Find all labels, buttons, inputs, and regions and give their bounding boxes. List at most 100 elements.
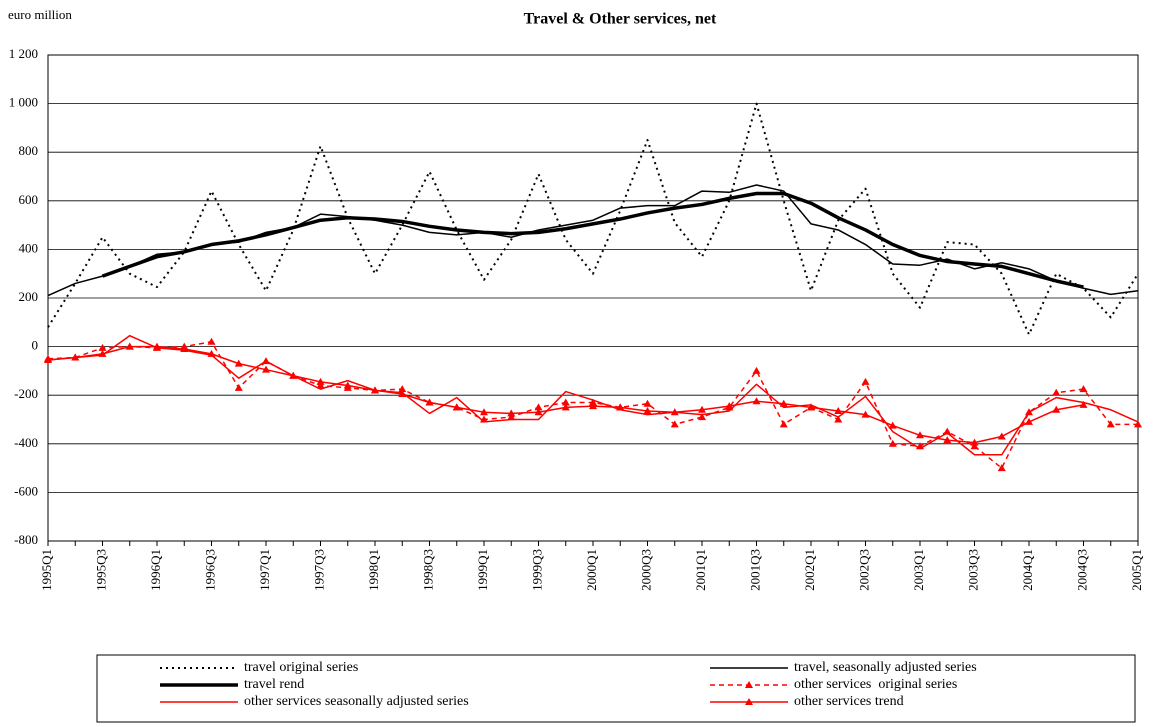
legend-label: travel rend [244, 677, 304, 692]
series-marker [207, 337, 216, 345]
y-tick-label: 0 [32, 338, 39, 353]
series-marker [534, 408, 543, 416]
series-marker [752, 366, 761, 374]
series-marker [180, 345, 189, 353]
series-marker [997, 432, 1006, 440]
series-marker [262, 365, 270, 373]
y-tick-label: -200 [14, 386, 38, 401]
series-marker [534, 403, 543, 411]
series-line [47, 334, 1139, 456]
legend-box [96, 654, 1136, 723]
series-marker [888, 439, 897, 447]
series-marker [234, 383, 243, 391]
legend-label: travel, seasonally adjusted series [794, 660, 977, 675]
series-marker [316, 381, 325, 389]
legend-label: other services original series [794, 677, 957, 692]
series-marker [1052, 388, 1061, 396]
series-marker [1106, 420, 1115, 428]
series-marker [1052, 405, 1061, 413]
series-marker [943, 436, 952, 444]
x-tick-label: 1998Q3 [420, 549, 435, 591]
y-tick-label: -400 [14, 435, 38, 450]
series-line [47, 102, 1139, 336]
series-marker [643, 406, 652, 414]
series-marker [834, 406, 843, 414]
series-marker [670, 408, 679, 416]
series-marker [343, 381, 352, 389]
y-tick-label: 1 000 [9, 95, 38, 110]
legend-marker [745, 681, 753, 688]
series-line [47, 184, 1139, 297]
legend-marker [745, 698, 753, 705]
legend-label: other services trend [794, 694, 904, 709]
series-marker [234, 359, 243, 367]
series-marker [207, 349, 216, 357]
chart-title: Travel & Other services, net [524, 11, 717, 28]
x-tick-label: 2000Q3 [638, 549, 653, 591]
x-tick-label: 2003Q1 [911, 549, 926, 591]
series-marker [616, 403, 625, 411]
y-tick-label: 400 [19, 240, 39, 255]
series-line [101, 191, 1084, 289]
x-tick-label: 2002Q3 [856, 549, 871, 591]
y-axis-label: euro million [8, 7, 72, 22]
series-marker [44, 355, 52, 363]
x-tick-label: 2003Q3 [965, 549, 980, 591]
x-tick-label: 2001Q1 [693, 549, 708, 591]
x-tick-label: 1995Q3 [93, 549, 108, 591]
series-marker [398, 385, 407, 393]
series-marker [425, 398, 434, 406]
y-tick-label: 1 200 [9, 46, 38, 61]
series-marker [507, 413, 516, 421]
series-marker [698, 413, 706, 421]
x-tick-label: 2001Q3 [747, 549, 762, 591]
y-tick-label: -600 [14, 483, 38, 498]
series-marker [970, 442, 979, 450]
series-marker [316, 377, 325, 385]
x-tick-label: 2004Q1 [1020, 549, 1035, 591]
x-tick-label: 2002Q1 [802, 549, 817, 591]
x-tick-label: 2000Q1 [584, 549, 599, 591]
y-tick-label: 800 [19, 143, 39, 158]
y-tick-label: -800 [14, 532, 38, 547]
x-tick-label: 1997Q1 [257, 549, 272, 591]
legend-label: travel original series [244, 660, 358, 675]
series-marker [452, 403, 461, 411]
series-marker [153, 342, 161, 350]
series-marker [752, 397, 761, 405]
y-tick-label: 200 [19, 289, 39, 304]
x-tick-label: 2004Q3 [1074, 549, 1089, 591]
series-marker [1134, 420, 1142, 428]
x-tick-label: 1999Q3 [529, 549, 544, 591]
series-marker [997, 464, 1006, 472]
series-marker [888, 421, 897, 429]
y-tick-label: 600 [19, 192, 39, 207]
series-marker [725, 402, 734, 410]
series-marker [779, 399, 788, 407]
series-marker [561, 403, 570, 411]
x-tick-label: 1997Q3 [311, 549, 326, 591]
series-marker [779, 420, 788, 428]
series-marker [970, 438, 979, 446]
series-marker [98, 349, 107, 357]
series-marker [480, 408, 488, 416]
series-marker [670, 420, 679, 428]
series-marker [1079, 400, 1088, 408]
x-tick-label: 1999Q1 [475, 549, 490, 591]
series-marker [861, 377, 870, 385]
series-marker [834, 415, 843, 423]
series-marker [289, 371, 298, 379]
series-marker [125, 342, 134, 350]
series-marker [71, 353, 80, 361]
series-marker [507, 409, 516, 417]
series-marker [589, 398, 597, 406]
series-marker [1079, 385, 1088, 393]
series-marker [861, 410, 870, 418]
series-marker [371, 386, 379, 394]
series-marker [561, 398, 570, 406]
x-tick-label: 1996Q1 [148, 549, 163, 591]
series-marker [916, 431, 924, 439]
legend-label: other services seasonally adjusted serie… [244, 694, 469, 709]
x-tick-label: 2005Q1 [1129, 549, 1144, 591]
